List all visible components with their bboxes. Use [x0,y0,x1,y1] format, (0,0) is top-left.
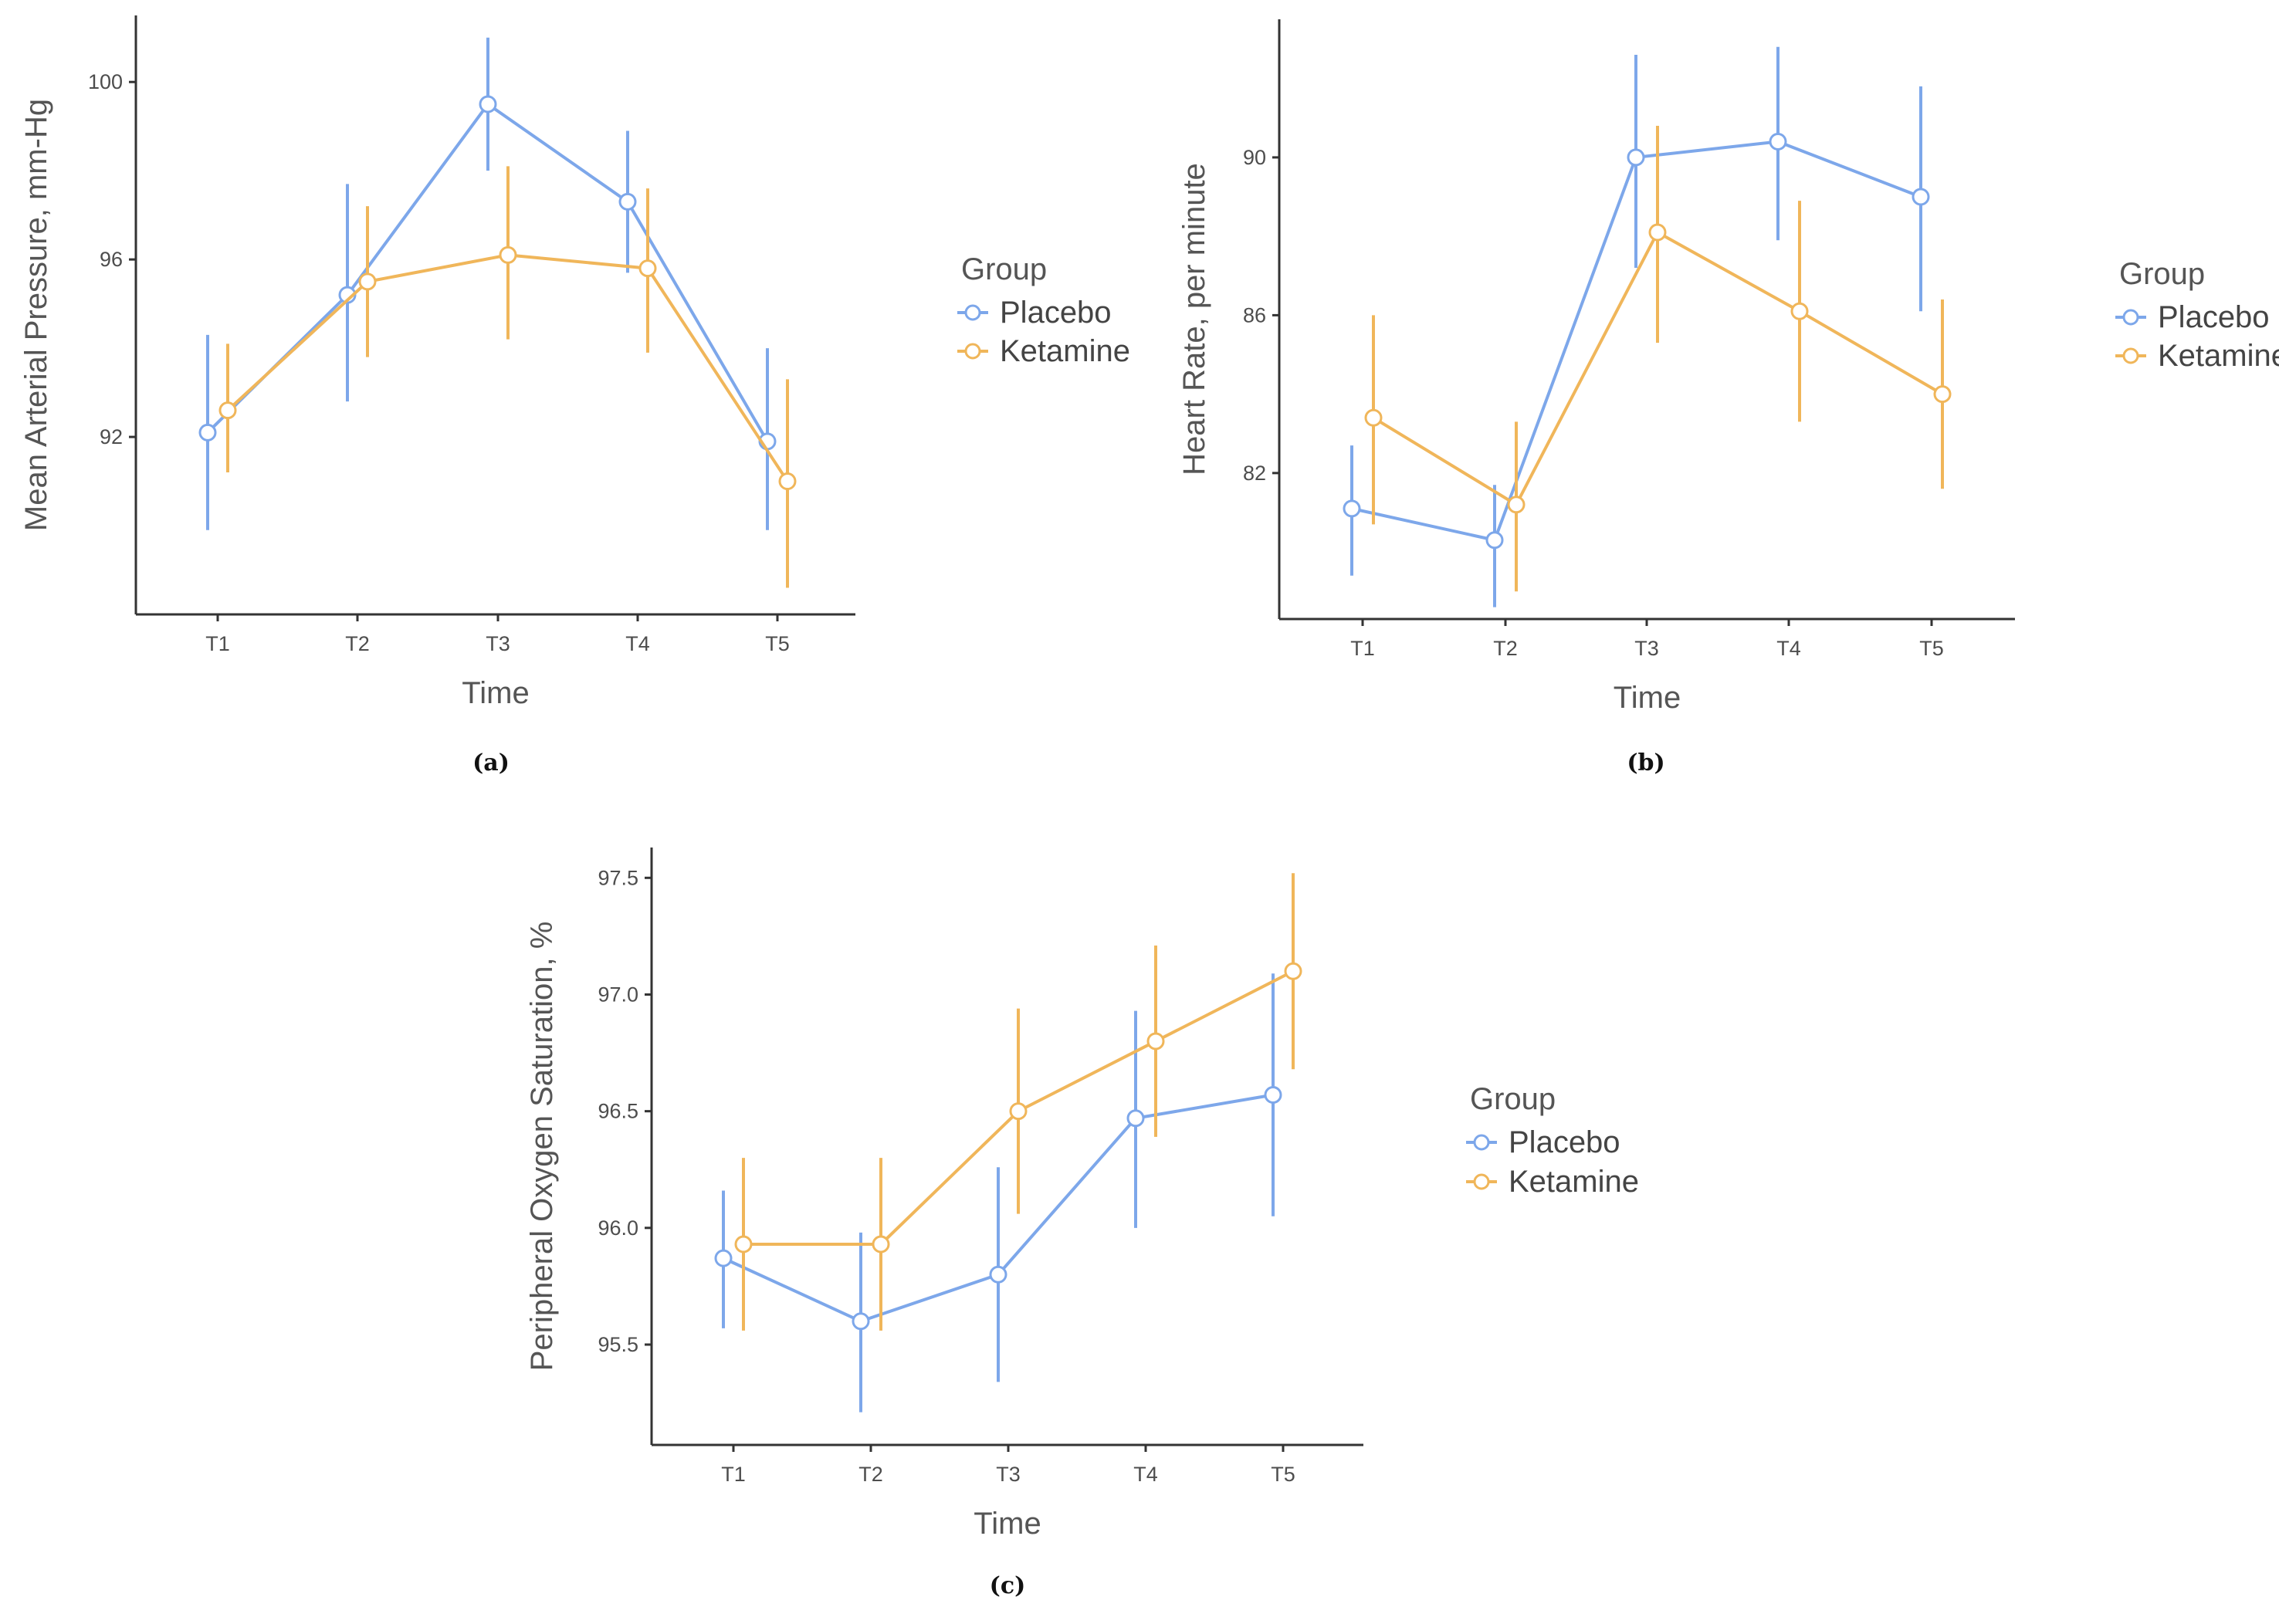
chart-panel-c: 95.5 96.0 96.5 97.0 97.5 T1 T2 T3 T4 T5 Time Periph… [525,848,1639,1599]
legend: Group Placebo Ketamine [2115,257,2279,373]
series-placebo [198,37,777,530]
x-tick-label: T4 [625,632,650,655]
data-point [1790,302,1809,320]
x-axis-title: Time [974,1507,1041,1541]
series-placebo [1343,46,1930,607]
legend-key-point [1473,1134,1490,1151]
x-tick-label: T2 [858,1463,883,1486]
data-point [1146,1032,1165,1051]
legend: Group Placebo Ketamine [1466,1082,1639,1199]
data-point [1264,1085,1282,1104]
y-tick-label: 96.5 [598,1100,638,1123]
y-axis-title: Heart Rate, per minute [1177,163,1211,475]
data-point [1284,962,1302,980]
y-tick-label: 96 [100,248,123,271]
series-ketamine [1364,126,1952,592]
x-tick-label: T1 [721,1463,746,1486]
data-point [618,192,637,211]
x-tick-label: T5 [1919,637,1944,660]
x-tick-label: T3 [996,1463,1021,1486]
legend-title: Group [961,252,1047,286]
x-tick-label: T4 [1133,1463,1158,1486]
y-tick-label: 95.5 [598,1333,638,1356]
x-tick-label: T3 [1634,637,1659,660]
legend-key-point [964,304,981,321]
legend-label: Ketamine [1509,1165,1639,1199]
data-point [638,259,657,278]
y-tick-label: 100 [88,70,123,93]
data-point [778,472,797,491]
data-point [989,1265,1007,1284]
data-point [1343,499,1361,518]
x-tick-label: T5 [765,632,790,655]
legend-label: Placebo [2158,300,2270,334]
data-point [1769,132,1787,151]
y-tick-label: 96.0 [598,1216,638,1240]
legend-key-point [2122,347,2139,364]
data-point [1507,496,1526,514]
x-tick-label: T2 [1493,637,1518,660]
data-point [1126,1109,1145,1128]
data-point [1009,1102,1028,1121]
x-axis-title: Time [462,676,529,710]
data-point [1648,223,1667,242]
chart-panel-b: 82 86 90 T1 T2 T3 T4 T5 Time Heart Rate, per minu… [1177,19,2279,776]
data-point [852,1312,870,1331]
panel-label: (b) [1627,749,1664,776]
series-placebo [714,973,1282,1413]
x-tick-label: T1 [1350,637,1375,660]
x-tick-label: T2 [345,632,370,655]
y-tick-label: 97.0 [598,983,638,1006]
data-point [1485,531,1504,550]
data-point [479,95,497,113]
y-tick-label: 90 [1243,146,1266,169]
data-point [1364,408,1383,427]
data-point [734,1235,753,1254]
y-axis-title: Peripheral Oxygen Saturation, % [525,922,559,1372]
legend-label: Placebo [1509,1125,1620,1159]
data-point [1912,188,1930,206]
chart-panel-a: 92 96 100 T1 T2 T3 T4 T5 Time Mean Arterial Press… [19,15,1130,776]
data-point [499,245,517,264]
y-tick-label: 92 [100,425,123,448]
legend-label: Placebo [1000,296,1112,330]
y-tick-label: 86 [1243,303,1266,326]
data-point [218,401,237,420]
data-point [1627,148,1645,167]
data-point [358,272,377,291]
data-point [1933,385,1952,404]
legend-key-point [2122,309,2139,326]
legend-title: Group [1470,1082,1556,1116]
y-axis-title: Mean Arterial Pressure, mm-Hg [19,99,53,531]
data-point [872,1235,890,1254]
x-tick-label: T1 [205,632,230,655]
panel-label: (c) [990,1572,1026,1599]
x-tick-label: T3 [486,632,510,655]
legend-label: Ketamine [1000,334,1130,368]
legend-key-point [1473,1173,1490,1190]
data-point [198,423,217,442]
legend-title: Group [2119,257,2205,291]
data-point [714,1249,733,1267]
series-ketamine [734,873,1302,1331]
y-tick-label: 97.5 [598,866,638,889]
legend-label: Ketamine [2158,339,2279,373]
y-tick-label: 82 [1243,462,1266,485]
legend-key-point [964,343,981,360]
x-tick-label: T4 [1776,637,1801,660]
panel-label: (a) [472,749,510,776]
legend: Group Placebo Ketamine [957,252,1130,368]
x-tick-label: T5 [1271,1463,1295,1486]
x-axis-title: Time [1614,681,1681,715]
series-ketamine [218,166,797,588]
